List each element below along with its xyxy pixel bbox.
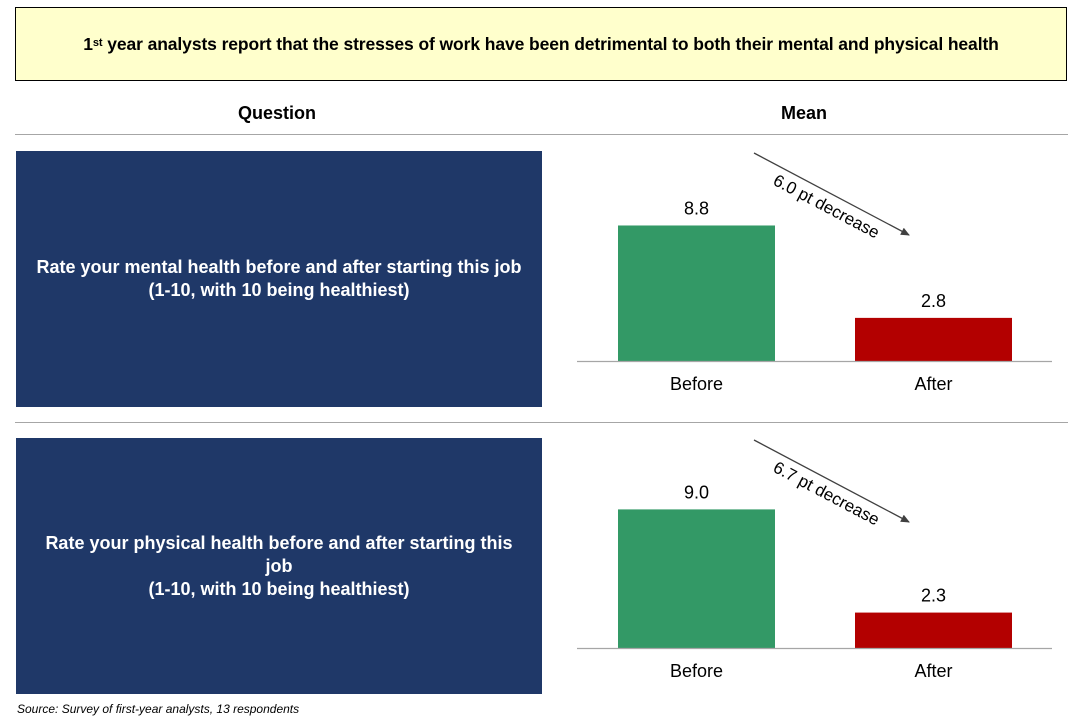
category-label: Before (670, 661, 723, 681)
question-box-mental: Rate your mental health before and after… (16, 151, 542, 407)
question-column-header: Question (238, 103, 317, 123)
category-label: After (914, 661, 952, 681)
source-note: Source: Survey of first-year analysts, 1… (17, 702, 300, 716)
bar-before (618, 225, 775, 361)
row-divider (15, 422, 1068, 423)
bar-before (618, 509, 775, 648)
value-label: 9.0 (684, 482, 709, 502)
question-box-physical: Rate your physical health before and aft… (16, 438, 542, 694)
mean-column-header: Mean (781, 103, 828, 123)
value-label: 2.8 (921, 291, 946, 311)
decrease-annotation: 6.0 pt decrease (770, 171, 882, 243)
value-label: 8.8 (684, 198, 709, 218)
title-text: year analysts report that the stresses o… (102, 33, 999, 54)
title-prefix: 1 (83, 33, 93, 54)
decrease-annotation: 6.7 pt decrease (770, 458, 882, 530)
title-superscript: st (92, 37, 103, 49)
header-divider (15, 134, 1068, 135)
category-label: Before (670, 374, 723, 394)
mental-health-chart: 8.8 Before 2.8 After 6.0 pt decrease (577, 152, 1052, 394)
bar-after (855, 317, 1012, 361)
question-scale: (1-10, with 10 being healthiest) (148, 280, 410, 300)
decrease-arrow (753, 439, 910, 523)
decrease-arrow (753, 152, 910, 236)
question-text: Rate your physical health before and aft… (45, 532, 513, 576)
question-text: Rate your mental health before and after… (36, 257, 522, 277)
value-label: 2.3 (921, 586, 946, 606)
question-scale: (1-10, with 10 being healthiest) (148, 578, 410, 599)
category-label: After (914, 374, 952, 394)
physical-health-chart: 9.0 Before 2.3 After 6.7 pt decrease (577, 439, 1052, 681)
bar-after (855, 612, 1012, 648)
